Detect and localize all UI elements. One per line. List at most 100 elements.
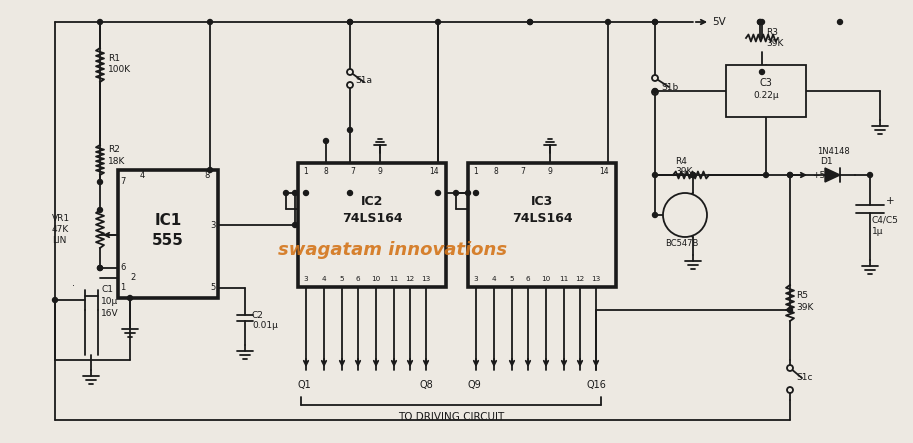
Text: R3: R3 <box>766 27 778 36</box>
Text: 1: 1 <box>304 167 309 175</box>
Text: TO DRIVING CIRCUIT: TO DRIVING CIRCUIT <box>398 412 504 422</box>
Text: 10: 10 <box>372 276 381 282</box>
Text: 2: 2 <box>130 273 135 283</box>
Circle shape <box>758 19 762 24</box>
Circle shape <box>758 19 762 24</box>
Text: LIN: LIN <box>52 236 67 245</box>
Text: 74LS164: 74LS164 <box>341 211 403 225</box>
Text: +5V: +5V <box>812 171 832 179</box>
Circle shape <box>348 19 352 24</box>
Text: 11: 11 <box>389 276 399 282</box>
Circle shape <box>284 190 289 195</box>
Circle shape <box>98 265 102 271</box>
Circle shape <box>528 19 532 24</box>
Text: Q9: Q9 <box>467 380 481 390</box>
Text: 8: 8 <box>205 171 210 180</box>
Circle shape <box>98 207 102 213</box>
Text: 9: 9 <box>378 167 383 175</box>
Text: 14: 14 <box>429 167 439 175</box>
Text: 6: 6 <box>120 264 125 272</box>
Circle shape <box>347 82 353 88</box>
Circle shape <box>760 70 764 74</box>
Text: 10: 10 <box>541 276 551 282</box>
Text: 39K: 39K <box>766 39 783 47</box>
Text: 3: 3 <box>474 276 478 282</box>
Circle shape <box>98 19 102 24</box>
Text: IC2: IC2 <box>361 194 383 207</box>
Text: 39K: 39K <box>796 303 813 311</box>
Circle shape <box>663 193 707 237</box>
Circle shape <box>787 365 793 371</box>
Circle shape <box>348 128 352 132</box>
Text: 1: 1 <box>120 284 125 292</box>
Text: 0.22μ: 0.22μ <box>753 90 779 100</box>
Text: ·: · <box>72 281 75 291</box>
Text: 5V: 5V <box>712 17 726 27</box>
Text: 9: 9 <box>548 167 552 175</box>
Text: 12: 12 <box>575 276 584 282</box>
Text: 6: 6 <box>356 276 361 282</box>
Text: T1: T1 <box>689 218 700 228</box>
Circle shape <box>837 19 843 24</box>
Text: +: + <box>886 196 895 206</box>
Text: IC1: IC1 <box>154 213 182 228</box>
Text: R4: R4 <box>675 156 687 166</box>
Circle shape <box>292 222 298 228</box>
Text: 1N4148: 1N4148 <box>817 147 850 155</box>
Text: 8: 8 <box>323 167 329 175</box>
Circle shape <box>653 19 657 24</box>
Text: 6: 6 <box>526 276 530 282</box>
Text: 5: 5 <box>509 276 514 282</box>
Circle shape <box>690 172 696 178</box>
Text: 13: 13 <box>422 276 431 282</box>
Text: swagatam innovations: swagatam innovations <box>278 241 507 259</box>
Text: BC547B: BC547B <box>665 238 698 248</box>
Text: 39K: 39K <box>675 167 692 175</box>
Text: S1c: S1c <box>796 373 813 382</box>
Circle shape <box>867 172 873 178</box>
Text: 4: 4 <box>492 276 497 282</box>
Bar <box>726 65 806 117</box>
Text: R1: R1 <box>108 54 120 62</box>
Circle shape <box>652 89 658 95</box>
Text: 555: 555 <box>152 233 184 248</box>
Circle shape <box>653 89 657 93</box>
Circle shape <box>690 172 696 178</box>
Circle shape <box>653 19 657 24</box>
Text: C3: C3 <box>760 78 772 88</box>
Circle shape <box>787 387 793 393</box>
Circle shape <box>760 19 764 24</box>
Text: 74LS164: 74LS164 <box>511 211 572 225</box>
Circle shape <box>292 190 298 195</box>
Text: 11: 11 <box>560 276 569 282</box>
Circle shape <box>454 190 458 195</box>
Text: VR1: VR1 <box>52 214 70 222</box>
Circle shape <box>653 172 657 178</box>
Circle shape <box>652 75 658 81</box>
Circle shape <box>323 139 329 144</box>
Text: 5: 5 <box>211 284 216 292</box>
Circle shape <box>466 190 470 195</box>
Circle shape <box>303 190 309 195</box>
Circle shape <box>788 172 792 178</box>
Text: 14: 14 <box>599 167 609 175</box>
Text: 18K: 18K <box>108 156 125 166</box>
Text: 3: 3 <box>304 276 309 282</box>
Text: 47K: 47K <box>52 225 69 233</box>
Text: 4: 4 <box>140 171 145 180</box>
Circle shape <box>347 69 353 75</box>
Text: IC3: IC3 <box>530 194 553 207</box>
Circle shape <box>653 213 657 218</box>
Circle shape <box>788 307 792 312</box>
Circle shape <box>528 19 532 24</box>
Circle shape <box>207 167 213 172</box>
Bar <box>298 163 446 287</box>
Text: C2: C2 <box>252 311 264 319</box>
Circle shape <box>128 295 132 300</box>
Text: Q8: Q8 <box>419 380 433 390</box>
Text: 8: 8 <box>494 167 498 175</box>
Text: C4/C5: C4/C5 <box>872 215 899 225</box>
Circle shape <box>348 190 352 195</box>
Text: Q16: Q16 <box>586 380 606 390</box>
Circle shape <box>53 298 58 303</box>
